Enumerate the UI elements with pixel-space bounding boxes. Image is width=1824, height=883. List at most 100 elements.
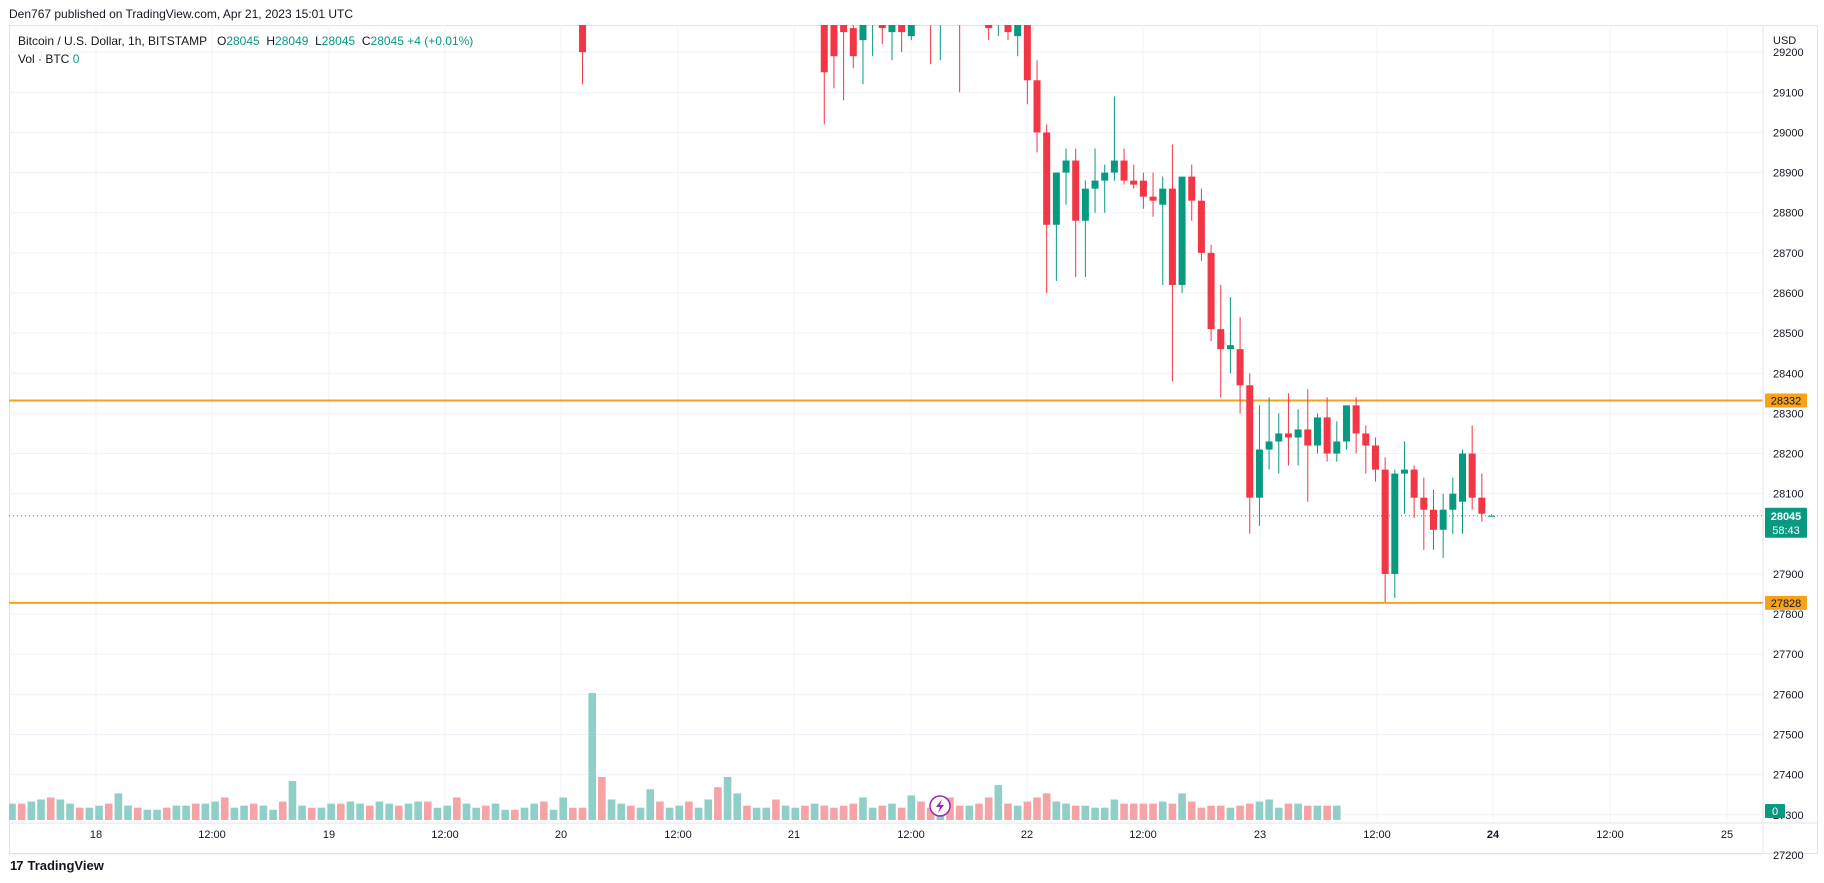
volume-last-badge bbox=[1765, 804, 1785, 818]
volume-bar bbox=[288, 781, 297, 820]
volume-bar bbox=[1023, 801, 1032, 820]
volume-bar bbox=[472, 807, 480, 820]
candle-body bbox=[1371, 445, 1379, 470]
volume-bar bbox=[298, 805, 306, 820]
volume-bar bbox=[569, 807, 577, 820]
volume-bar bbox=[336, 803, 345, 820]
price-tick-label: 27800 bbox=[1773, 609, 1804, 621]
volume-bar bbox=[1274, 807, 1283, 820]
volume-bar bbox=[588, 692, 596, 820]
tradingview-logo[interactable]: 17 TradingView bbox=[10, 858, 104, 873]
time-tick-label: 12:00 bbox=[431, 829, 459, 841]
volume-bar bbox=[1255, 801, 1264, 820]
volume-bar bbox=[975, 803, 983, 820]
volume-bar bbox=[704, 799, 713, 820]
time-tick-label: 20 bbox=[555, 829, 567, 841]
candle-body bbox=[1352, 405, 1360, 434]
price-tick-label: 28500 bbox=[1773, 328, 1804, 340]
volume-bar bbox=[839, 805, 848, 820]
candle-body bbox=[1033, 80, 1041, 133]
volume-bar bbox=[1062, 803, 1070, 820]
volume-bar bbox=[1187, 801, 1196, 820]
volume-bar bbox=[1158, 801, 1167, 820]
candle-body bbox=[956, 8, 963, 16]
volume-bar bbox=[1332, 805, 1341, 820]
volume-bar bbox=[743, 805, 751, 820]
volume-bar bbox=[182, 805, 190, 820]
price-badges: 28332 27828 28045 58:43 0 bbox=[1765, 393, 1807, 818]
volume-bar bbox=[772, 799, 780, 820]
price-tick-label: 28900 bbox=[1773, 168, 1804, 180]
price-tick-label: 29000 bbox=[1773, 127, 1804, 139]
volume-bar bbox=[617, 803, 626, 820]
level-price-badge-label: 27828 bbox=[1771, 598, 1802, 610]
volume-legend[interactable]: Vol · BTC 0 bbox=[18, 52, 79, 66]
volume-bar bbox=[1004, 803, 1012, 820]
price-axis[interactable]: 2720027300274002750027600277002780027900… bbox=[1773, 47, 1804, 862]
volume-value: 0 bbox=[72, 52, 80, 66]
alert-icon[interactable] bbox=[929, 795, 951, 817]
time-tick-label: 12:00 bbox=[198, 829, 226, 841]
candle-body bbox=[1294, 429, 1302, 438]
candle-body bbox=[1313, 417, 1321, 446]
volume-bar bbox=[249, 803, 258, 820]
candle-body bbox=[985, 25, 993, 29]
volume-bar bbox=[17, 803, 26, 820]
volume-bar bbox=[404, 803, 413, 820]
time-tick-label: 25 bbox=[1721, 829, 1733, 841]
volume-bar bbox=[646, 789, 655, 820]
candle-body bbox=[1284, 433, 1292, 438]
volume-bar bbox=[501, 809, 509, 820]
volume-bar bbox=[365, 805, 374, 820]
volume-bar bbox=[1303, 805, 1312, 820]
volume-bar bbox=[752, 807, 761, 820]
volume-bar bbox=[153, 809, 161, 820]
volume-bar bbox=[56, 799, 65, 820]
price-tick-label: 28200 bbox=[1773, 449, 1804, 461]
candle-body bbox=[1439, 509, 1447, 530]
volume-bar bbox=[75, 807, 84, 820]
volume-bar bbox=[578, 807, 587, 820]
candle-body bbox=[927, 4, 934, 12]
volume-bar bbox=[1129, 803, 1138, 820]
candle-body bbox=[869, 8, 876, 12]
volume-bar bbox=[1100, 807, 1109, 820]
candle-body bbox=[1323, 417, 1331, 454]
ohlc-open: O28045 bbox=[216, 34, 260, 48]
volume-bar bbox=[66, 803, 74, 820]
symbol-title: Bitcoin / U.S. Dollar, 1h, BITSTAMP bbox=[18, 34, 207, 48]
candle-body bbox=[1333, 441, 1341, 454]
volume-bar bbox=[636, 807, 645, 820]
volume-bar bbox=[607, 799, 616, 820]
volume-bar bbox=[114, 793, 123, 820]
volume-bar bbox=[849, 803, 858, 820]
candle-body bbox=[1362, 433, 1370, 446]
last-price-badge bbox=[1765, 507, 1807, 538]
candle-body bbox=[1130, 180, 1138, 185]
volume-bar bbox=[278, 801, 287, 820]
horizontal-levels[interactable] bbox=[9, 399, 1763, 604]
volume-bar bbox=[1110, 799, 1119, 820]
volume-bar bbox=[356, 803, 364, 820]
candle-body bbox=[1197, 200, 1205, 253]
price-tick-label: 27200 bbox=[1773, 850, 1804, 862]
symbol-legend[interactable]: Bitcoin / U.S. Dollar, 1h, BITSTAMP O280… bbox=[18, 34, 473, 48]
volume-bar bbox=[801, 805, 809, 820]
candle-body bbox=[1275, 433, 1283, 442]
volume-bar bbox=[859, 797, 867, 820]
volume-bar bbox=[994, 785, 1003, 820]
candle-body bbox=[1381, 469, 1389, 574]
time-tick-label: 21 bbox=[788, 829, 800, 841]
candle-body bbox=[579, 25, 587, 53]
time-axis[interactable]: 18 12:00 19 12:00 20 12:00 21 12:00 22 12:00 23 12:… bbox=[90, 829, 1733, 841]
time-tick-label: 22 bbox=[1021, 829, 1033, 841]
volume-bar bbox=[1265, 799, 1273, 820]
volume-bar bbox=[162, 807, 171, 820]
volume-bar bbox=[327, 803, 335, 820]
volume-bar bbox=[598, 776, 606, 820]
candle-body bbox=[1304, 429, 1312, 446]
time-tick-label: 12:00 bbox=[1596, 829, 1624, 841]
candle-body bbox=[1468, 453, 1476, 498]
currency-label: USD bbox=[1773, 35, 1796, 47]
